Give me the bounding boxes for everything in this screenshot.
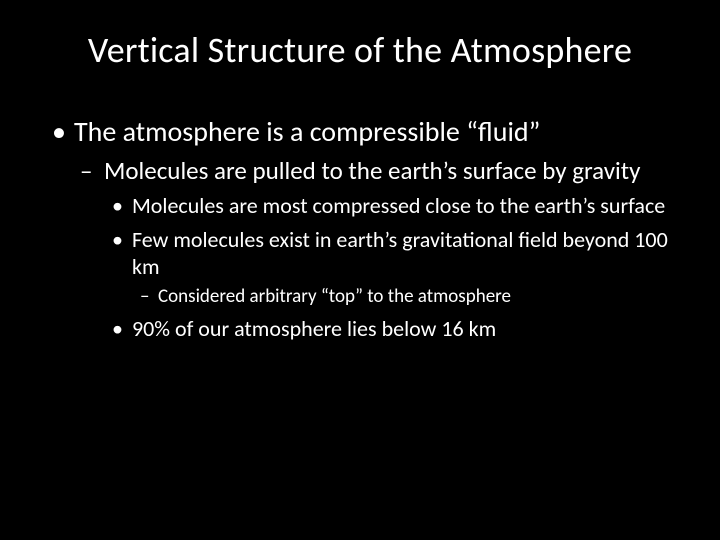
bullet-text: Molecules are most compressed close to t… (132, 192, 665, 219)
bullet-text: 90% of our atmosphere lies below 16 km (132, 315, 496, 342)
bullet-text: Considered arbitrary “top” to the atmosp… (158, 285, 511, 308)
bullet-lvl3-item: 90% of our atmosphere lies below 16 km (104, 315, 672, 343)
bullet-text: Molecules are pulled to the earth’s surf… (104, 155, 640, 186)
slide: Vertical Structure of the Atmosphere The… (0, 0, 720, 540)
bullet-lvl3-item: Few molecules exist in earth’s gravitati… (104, 226, 672, 310)
bullet-lvl4-item: Considered arbitrary “top” to the atmosp… (132, 285, 672, 310)
bullet-list-lvl4: Considered arbitrary “top” to the atmosp… (132, 285, 672, 310)
bullet-text: The atmosphere is a compressible “fluid” (74, 114, 540, 149)
bullet-list-lvl1: The atmosphere is a compressible “fluid”… (48, 114, 672, 343)
bullet-lvl1-item: The atmosphere is a compressible “fluid”… (48, 114, 672, 343)
bullet-list-lvl2: Molecules are pulled to the earth’s surf… (74, 155, 672, 343)
slide-title: Vertical Structure of the Atmosphere (48, 28, 672, 72)
bullet-list-lvl3: Molecules are most compressed close to t… (104, 192, 672, 343)
bullet-lvl3-item: Molecules are most compressed close to t… (104, 192, 672, 220)
bullet-lvl2-item: Molecules are pulled to the earth’s surf… (74, 155, 672, 343)
bullet-text: Few molecules exist in earth’s gravitati… (132, 226, 668, 281)
